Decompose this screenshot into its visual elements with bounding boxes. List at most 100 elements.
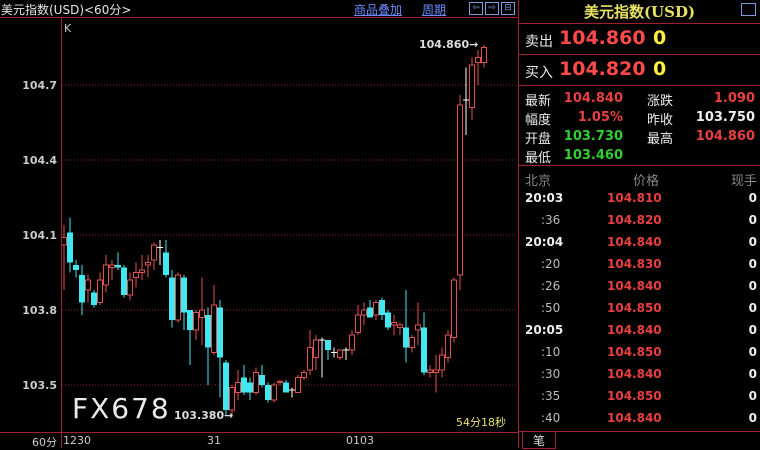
candle-body: [259, 375, 265, 385]
candle-body: [103, 264, 109, 286]
overlay-link[interactable]: 商品叠加: [354, 3, 403, 17]
candle-body: [337, 349, 343, 358]
candle-body: [61, 237, 67, 246]
candle-body: [199, 309, 205, 318]
trade-time: :30: [541, 367, 561, 381]
candle-body: [151, 244, 157, 261]
candle-body: [145, 262, 151, 266]
candle-body: [169, 277, 175, 320]
period-link[interactable]: 周期: [422, 3, 447, 17]
stat-label: 幅度: [525, 113, 552, 128]
candle-body: [271, 384, 277, 401]
trade-time: :36: [541, 213, 561, 227]
maximize-icon[interactable]: [741, 3, 756, 16]
candle-body: [253, 372, 259, 393]
stat-label: 昨收: [647, 113, 674, 128]
trade-row: 20:05 104.840 0: [519, 320, 760, 342]
candle-body: [217, 307, 223, 358]
candle-body: [379, 300, 385, 315]
x-tick: 31: [207, 434, 221, 447]
candle-body: [349, 334, 355, 351]
candle-body: [451, 279, 457, 338]
sell-quote: 卖出 104.860 0: [519, 24, 760, 55]
countdown: 54分18秒: [456, 415, 506, 429]
volume-header: 现手: [730, 174, 757, 189]
trade-time: :20: [541, 257, 561, 271]
buy-quote: 买入 104.820 0: [519, 55, 760, 86]
candle-body: [79, 275, 85, 303]
trade-price: 104.840: [607, 367, 662, 381]
low-marker: 103.380→: [174, 409, 233, 422]
trade-time: :35: [541, 389, 561, 403]
stats-grid: 最新 104.840 涨跌 1.090 幅度 1.05% 昨收 103.750 开盘 103.73…: [519, 86, 760, 166]
candle-body: [385, 312, 391, 328]
period-label: 60分: [32, 436, 57, 449]
tab-bar: 笔: [518, 431, 760, 449]
candle-body: [181, 277, 187, 313]
candle-body: [85, 279, 91, 291]
trade-time: 20:05: [525, 323, 564, 337]
trade-row: :20 104.830 0: [519, 254, 760, 276]
candle-body: [415, 324, 421, 331]
trade-row: :10 104.850 0: [519, 342, 760, 364]
trade-volume: 0: [748, 257, 757, 271]
trade-price: 104.850: [607, 301, 662, 315]
stat-label: 最新: [525, 94, 552, 109]
candle-body: [325, 340, 331, 350]
candlestick-chart[interactable]: 104.7 104.4 104.1 103.8 103.5 K 104.860→ 103.38…: [0, 18, 519, 432]
trade-time: 20:04: [525, 235, 564, 249]
trade-price: 104.820: [607, 213, 662, 227]
trade-list: 北京 价格 现手 20:03 104.810 0:36 104.820 0 20:04 10…: [519, 168, 760, 430]
trade-time: :26: [541, 279, 561, 293]
chart-header: 美元指数(USD)<60分> 商品叠加 周期 ⇦ ⇨ ⊟: [0, 0, 519, 18]
candle-body: [301, 372, 307, 378]
trade-volume: 0: [748, 235, 757, 249]
candle-body: [265, 385, 271, 400]
trade-row: :40 104.840 0: [519, 408, 760, 430]
trade-volume: 0: [748, 389, 757, 403]
candle-body: [433, 369, 439, 373]
trade-time: :40: [541, 411, 561, 425]
trade-volume: 0: [748, 279, 757, 293]
arrow-right-icon[interactable]: ⇨: [485, 2, 499, 15]
stat-value: 104.840: [563, 91, 623, 106]
trade-price: 104.840: [607, 279, 662, 293]
layout-toggle-icon[interactable]: ⊟: [501, 2, 515, 15]
tab-trades[interactable]: 笔: [522, 432, 556, 449]
y-tick: 104.4: [22, 154, 57, 167]
candle-body: [163, 252, 169, 275]
trade-row: 20:03 104.810 0: [519, 188, 760, 210]
trade-price: 104.840: [607, 411, 662, 425]
time-header: 北京: [525, 174, 552, 189]
trade-row: :26 104.840 0: [519, 276, 760, 298]
candle-body: [475, 57, 481, 63]
candle-body: [115, 265, 121, 268]
candle-body: [421, 327, 427, 373]
trade-volume: 0: [748, 191, 757, 205]
sell-volume: 0: [653, 27, 667, 49]
candle-body: [121, 267, 127, 295]
candle-body: [109, 264, 115, 268]
candle-body: [193, 312, 199, 331]
trade-row: :35 104.850 0: [519, 386, 760, 408]
panel-title-text: 美元指数(USD): [583, 3, 696, 21]
trade-row: :36 104.820 0: [519, 210, 760, 232]
candle-body: [91, 292, 97, 305]
candle-body: [367, 307, 373, 318]
candle-body: [241, 377, 247, 393]
stat-value: 103.730: [563, 129, 623, 144]
candle-body: [187, 310, 193, 330]
candle-body: [247, 382, 253, 393]
arrow-left-icon[interactable]: ⇦: [469, 2, 483, 15]
candle-body: [439, 354, 445, 371]
stat-value: 103.460: [563, 148, 623, 163]
trade-price: 104.830: [607, 257, 662, 271]
stat-label: 开盘: [525, 132, 552, 147]
candle-body: [457, 104, 463, 276]
candle-body: [211, 304, 217, 353]
trade-price: 104.840: [607, 235, 662, 249]
candle-body: [397, 324, 403, 328]
trade-volume: 0: [748, 301, 757, 315]
trade-time: 20:03: [525, 191, 564, 205]
trade-volume: 0: [748, 323, 757, 337]
